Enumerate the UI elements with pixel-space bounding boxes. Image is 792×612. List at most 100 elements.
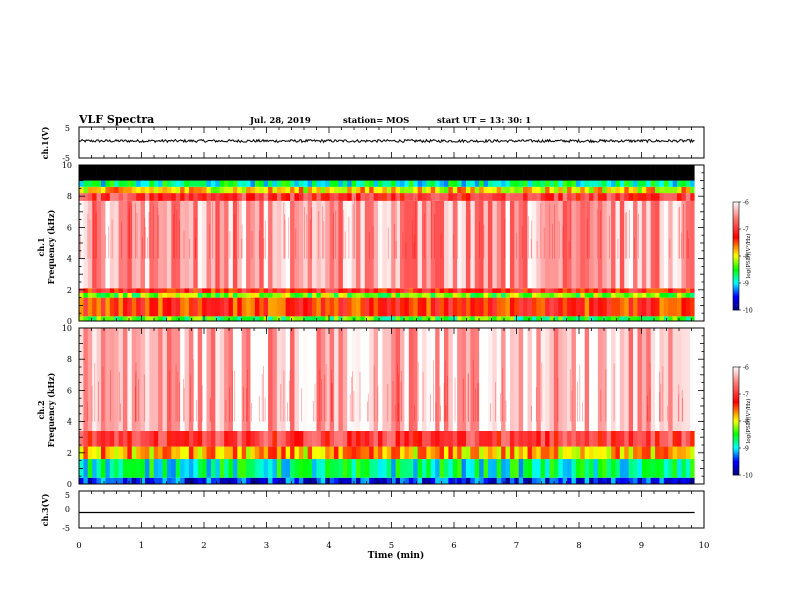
spectrogram-cell	[408, 186, 414, 194]
spectrogram-cell	[127, 297, 133, 317]
spectrogram-cell	[523, 186, 528, 194]
ch2-spectrogram-ticks	[78, 327, 705, 485]
spectrogram-cell	[672, 180, 678, 187]
spectrogram-cell	[224, 180, 229, 187]
colorbar-cell	[733, 367, 739, 370]
spectrogram-cell	[294, 316, 300, 321]
colorbar-cell	[733, 241, 739, 244]
spectrogram-cell	[303, 288, 308, 293]
spectrogram-cell	[83, 477, 89, 484]
spectrogram-streak	[309, 219, 311, 259]
spectrogram-cell	[215, 186, 221, 194]
spectrogram-cell	[329, 165, 335, 181]
spectrogram-cell	[184, 430, 190, 447]
spectrogram-cell	[109, 459, 115, 478]
spectrogram-cell	[96, 459, 102, 478]
spectrogram-streak	[120, 403, 121, 422]
spectrogram-cell	[580, 193, 585, 201]
spectrogram-cell	[540, 186, 546, 194]
colorbar-cell	[733, 284, 739, 287]
colorbar-cell	[733, 370, 739, 373]
spectrogram-cell	[356, 316, 361, 321]
spectrogram-cell	[597, 446, 603, 460]
spectrogram-streak	[570, 199, 571, 259]
spectrogram-cell	[659, 288, 665, 293]
spectrogram-cell	[518, 180, 524, 187]
spectrogram-cell	[272, 477, 278, 484]
spectrogram-cell	[237, 477, 242, 484]
spectrogram-cell	[122, 477, 128, 484]
spectrogram-cell	[650, 477, 656, 484]
spectrogram-cell	[501, 430, 506, 447]
spectrogram-streak	[289, 380, 290, 422]
xtick-label: 4	[326, 541, 331, 551]
spectrogram-cell	[624, 477, 629, 484]
spectrogram-cell	[290, 193, 295, 201]
spectrogram-cell	[659, 316, 665, 321]
spectrogram-cell	[342, 165, 348, 181]
spectrogram-cell	[672, 316, 678, 321]
spectrogram-cell	[342, 193, 348, 201]
spectrogram-cell	[536, 186, 542, 194]
spectrogram-cell	[351, 165, 357, 181]
spectrogram-cell	[531, 193, 537, 201]
spectrogram-cell	[553, 288, 559, 293]
spectrogram-cell	[386, 297, 392, 317]
spectrogram-cell	[589, 297, 594, 317]
spectrogram-cell	[131, 200, 137, 289]
spectrogram-cell	[228, 430, 234, 447]
spectrogram-cell	[681, 328, 687, 431]
spectrogram-streak	[209, 398, 211, 422]
spectrogram-cell	[136, 165, 141, 181]
spectrogram-cell	[690, 186, 695, 194]
spectrogram-cell	[180, 459, 185, 478]
spectrogram-cell	[342, 200, 348, 289]
spectrogram-cell	[153, 328, 159, 431]
spectrogram-cell	[650, 165, 656, 181]
spectrogram-cell	[175, 430, 181, 447]
waveform-line	[78, 138, 695, 144]
spectrogram-cell	[149, 200, 155, 289]
spectrogram-cell	[92, 316, 97, 321]
spectrogram-cell	[276, 193, 282, 201]
spectrogram-cell	[501, 180, 506, 187]
spectrogram-cell	[681, 186, 687, 194]
spectrogram-cell	[606, 430, 612, 447]
spectrogram-cell	[180, 292, 185, 298]
spectrogram-cell	[655, 180, 660, 187]
spectrogram-cell	[439, 459, 445, 478]
spectrogram-cell	[171, 288, 177, 293]
spectrogram-cell	[307, 288, 313, 293]
spectrogram-cell	[668, 430, 673, 447]
spectrogram-cell	[461, 200, 467, 289]
spectrogram-cell	[400, 430, 405, 447]
spectrogram-cell	[646, 316, 651, 321]
spectrogram-cell	[606, 200, 612, 289]
spectrogram-cell	[316, 477, 322, 484]
spectrogram-cell	[224, 200, 229, 289]
spectrogram-cell	[210, 180, 216, 187]
spectrogram-cell	[298, 165, 304, 181]
spectrogram-cell	[241, 477, 247, 484]
spectrogram-cell	[400, 459, 405, 478]
spectrogram-cell	[668, 459, 673, 478]
spectrogram-cell	[162, 180, 168, 187]
spectrogram-cell	[294, 446, 300, 460]
spectrogram-cell	[228, 186, 234, 194]
spectrogram-cell	[597, 288, 603, 293]
ch1-waveform-panel: ch.1(V) 5 -5	[40, 124, 705, 163]
spectrogram-streak	[369, 232, 370, 259]
spectrogram-cell	[188, 292, 194, 298]
spectrogram-cell	[320, 165, 326, 181]
spectrogram-cell	[571, 430, 577, 447]
spectrogram-cell	[250, 200, 256, 289]
spectrogram-cell	[316, 297, 322, 317]
colorbar-cell	[733, 435, 739, 438]
spectrogram-cell	[637, 288, 643, 293]
spectrogram-cell	[351, 186, 357, 194]
spectrogram-cell	[237, 186, 242, 194]
spectrogram-cell	[166, 430, 172, 447]
spectrogram-cell	[136, 288, 141, 293]
spectrogram-streak	[304, 207, 305, 259]
spectrogram-cell	[114, 200, 119, 289]
